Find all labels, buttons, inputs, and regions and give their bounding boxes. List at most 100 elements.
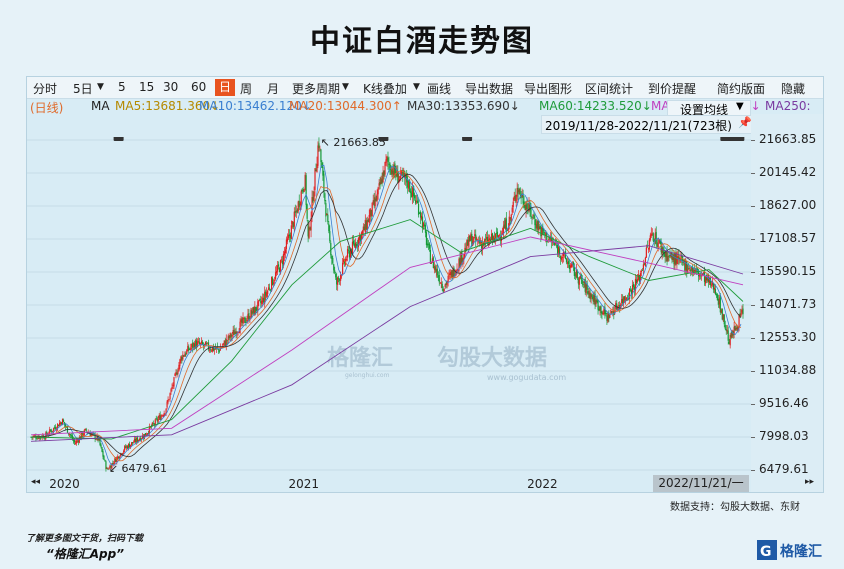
- toolbar-item-11[interactable]: 画线: [427, 82, 452, 96]
- toolbar-item-15[interactable]: 到价提醒: [648, 82, 697, 96]
- candle-body: [241, 318, 243, 324]
- pin-icon[interactable]: 📌: [738, 116, 752, 129]
- candle-body: [463, 253, 465, 259]
- candle-body: [253, 307, 255, 315]
- data-source: 数据支持：勾股大数据、东财: [670, 502, 800, 513]
- watermark-brand: 格隆汇: [327, 345, 393, 371]
- candle-body: [666, 251, 668, 262]
- nav-right-icon[interactable]: ▸▸: [805, 477, 815, 487]
- candle-body: [609, 314, 611, 318]
- toolbar-item-16[interactable]: 简约版面: [717, 82, 766, 96]
- candle-body: [346, 249, 349, 258]
- toolbar-item-5[interactable]: 60: [191, 80, 207, 94]
- candle-body: [428, 243, 431, 249]
- candle-body: [473, 236, 475, 243]
- candle-body: [127, 446, 129, 449]
- candle-body: [278, 267, 281, 273]
- candle-body: [656, 244, 658, 246]
- toolbar-item-3[interactable]: 15: [139, 80, 155, 94]
- candle-body: [338, 277, 340, 279]
- candle-body: [157, 418, 159, 422]
- y-tick-label: 21663.85: [759, 132, 817, 146]
- min-price-label: ↙ 6479.61: [109, 462, 167, 475]
- candle-body: [445, 283, 447, 285]
- candle-body: [348, 250, 351, 258]
- candle-body: [204, 341, 207, 345]
- chevron-down-icon[interactable]: ▼: [342, 82, 349, 92]
- toolbar-item-2[interactable]: 5: [118, 80, 126, 94]
- chevron-down-icon[interactable]: ▼: [97, 82, 104, 92]
- candle-body: [50, 430, 52, 431]
- candle-body: [77, 440, 79, 443]
- candle-body: [496, 231, 499, 237]
- toolbar-item-17[interactable]: 隐藏: [781, 82, 806, 96]
- candle-body: [589, 292, 591, 300]
- candle-body: [386, 156, 388, 161]
- candle-body: [195, 340, 197, 349]
- candle-body: [664, 253, 666, 257]
- candle-body: [497, 235, 500, 238]
- nav-left-icon[interactable]: ◂◂: [31, 477, 41, 487]
- candle-body: [734, 325, 736, 330]
- candle-body: [499, 236, 502, 239]
- candle-body: [651, 233, 653, 235]
- chevron-down-icon[interactable]: ▼: [413, 82, 420, 92]
- toolbar-item-6[interactable]: 日: [215, 79, 236, 96]
- candle-body: [300, 191, 302, 206]
- toolbar-item-12[interactable]: 导出数据: [465, 82, 514, 96]
- candle-body: [293, 211, 295, 227]
- candle-body: [197, 341, 199, 347]
- candle-body: [273, 280, 276, 282]
- candle-body: [123, 450, 125, 453]
- candle-body: [147, 433, 149, 434]
- candle-body: [54, 427, 56, 428]
- candle-body: [524, 205, 526, 210]
- toolbar-item-0[interactable]: 分时: [33, 82, 58, 96]
- candle-body: [290, 225, 292, 240]
- candle-body: [49, 429, 51, 434]
- candle-body: [390, 169, 392, 175]
- candle-body: [158, 415, 160, 418]
- candle-body: [526, 203, 528, 209]
- event-marker: [462, 137, 473, 141]
- candle-body: [243, 317, 245, 319]
- candle-body: [691, 267, 693, 271]
- toolbar-item-1[interactable]: 5日: [73, 82, 93, 96]
- candle-body: [227, 335, 229, 340]
- y-tick-label: 20145.42: [759, 165, 817, 179]
- candle-body: [733, 326, 735, 335]
- toolbar-item-7[interactable]: 周: [240, 82, 253, 96]
- toolbar-item-9[interactable]: 更多周期: [292, 82, 341, 96]
- candle-body: [352, 240, 355, 244]
- candle-body: [337, 277, 339, 285]
- toolbar-item-10[interactable]: K线叠加: [363, 82, 407, 96]
- ma30-line: [30, 173, 742, 458]
- candle-body: [625, 299, 627, 301]
- candle-body: [638, 275, 641, 282]
- toolbar-item-14[interactable]: 区间统计: [585, 82, 634, 96]
- y-tick-mark: [751, 437, 755, 438]
- candle-body: [268, 287, 270, 290]
- candle-body: [623, 296, 625, 304]
- candle-body: [519, 188, 521, 195]
- candle-body: [114, 458, 116, 463]
- ma-settings-dropdown[interactable]: 设置均线 ▼: [667, 100, 751, 118]
- candle-body: [125, 446, 127, 448]
- candle-body: [186, 349, 188, 354]
- candlestick-chart[interactable]: 格隆汇 勾股大数据 www.gogudata.com gelonghui.com ↖ 2…: [27, 137, 751, 475]
- candle-body: [363, 226, 365, 231]
- candle-body: [512, 201, 514, 207]
- candle-body: [719, 297, 721, 313]
- toolbar-item-4[interactable]: 30: [163, 80, 179, 94]
- candle-body: [312, 197, 314, 202]
- toolbar-item-13[interactable]: 导出图形: [524, 82, 573, 96]
- candle-body: [67, 433, 70, 434]
- candle-body: [353, 243, 356, 247]
- candle-body: [585, 284, 587, 293]
- candle-body: [180, 356, 182, 361]
- toolbar-item-8[interactable]: 月: [267, 82, 280, 96]
- candle-body: [357, 238, 360, 248]
- candle-body: [559, 255, 562, 259]
- candle-body: [598, 308, 600, 311]
- candle-body: [111, 463, 113, 469]
